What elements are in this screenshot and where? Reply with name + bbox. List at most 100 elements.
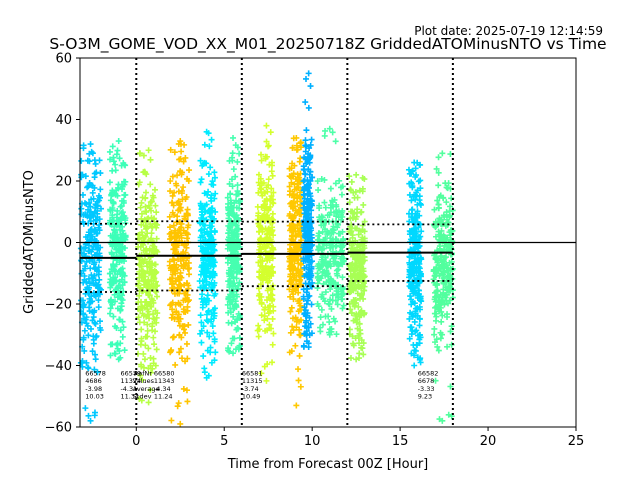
scatter-point: [207, 232, 214, 239]
scatter-point: [107, 232, 114, 239]
scatter-point: [305, 166, 312, 173]
scatter-point: [270, 232, 277, 239]
scatter-point: [90, 195, 97, 202]
scatter-point: [270, 330, 277, 337]
scatter-point: [351, 284, 358, 291]
scatter-point: [203, 201, 210, 208]
scatter-point: [202, 285, 209, 292]
scatter-point: [330, 315, 337, 322]
scatter-point: [327, 204, 334, 211]
stats-annotation-text: 4686: [85, 377, 102, 385]
scatter-point: [119, 244, 126, 251]
scatter-point: [333, 208, 340, 215]
scatter-point: [183, 340, 190, 347]
scatter-outlier: [203, 374, 210, 381]
scatter-point: [185, 282, 192, 289]
scatter-point: [350, 340, 357, 347]
scatter-point: [205, 308, 212, 315]
scatter-point: [261, 317, 268, 324]
scatter-point: [444, 311, 451, 318]
scatter-point: [150, 360, 157, 367]
scatter-point: [204, 292, 211, 299]
scatter-point: [109, 198, 116, 205]
scatter-point: [358, 266, 365, 273]
y-tick-label: 20: [55, 175, 72, 190]
scatter-point: [290, 173, 297, 180]
scatter-point: [352, 188, 359, 195]
scatter-point: [225, 319, 232, 326]
scatter-point: [209, 272, 216, 279]
scatter-point: [184, 398, 191, 405]
scatter-point: [333, 242, 340, 249]
scatter-point: [407, 268, 414, 275]
scatter-point: [338, 211, 345, 218]
scatter-point: [440, 194, 447, 201]
scatter-outlier: [145, 399, 152, 406]
scatter-point: [107, 207, 114, 214]
scatter-point: [321, 132, 328, 139]
scatter-point: [108, 249, 115, 256]
scatter-point: [111, 350, 118, 357]
scatter-point: [141, 256, 148, 263]
scatter-point: [257, 254, 264, 261]
scatter-point: [323, 279, 330, 286]
scatter-point: [296, 352, 303, 359]
scatter-outlier: [353, 171, 360, 178]
scatter-point: [231, 213, 238, 220]
scatter-point: [259, 226, 266, 233]
scatter-point: [91, 259, 98, 266]
scatter-point: [254, 203, 261, 210]
scatter-point: [175, 318, 182, 325]
scatter-point: [172, 361, 179, 368]
x-tick-label: 25: [568, 434, 585, 449]
stats-annotation-text: Values: [133, 377, 155, 385]
scatter-point: [86, 180, 93, 187]
scatter-point: [269, 315, 276, 322]
scatter-point: [82, 405, 89, 412]
chart-title: S-O3M_GOME_VOD_XX_M01_20250718Z GriddedA…: [49, 35, 606, 54]
scatter-point: [232, 221, 239, 228]
scatter-point: [153, 319, 160, 326]
scatter-point: [269, 210, 276, 217]
scatter-point: [106, 148, 113, 155]
scatter-point: [225, 347, 232, 354]
scatter-point: [346, 173, 353, 180]
scatter-point: [444, 243, 451, 250]
scatter-point: [78, 297, 85, 304]
scatter-point: [200, 353, 207, 360]
scatter-point: [348, 310, 355, 317]
scatter-point: [263, 153, 270, 160]
scatter-outlier: [411, 159, 418, 166]
scatter-point: [169, 281, 176, 288]
scatter-point: [226, 212, 233, 219]
scatter-point: [431, 325, 438, 332]
scatter-point: [257, 281, 264, 288]
scatter-point: [315, 261, 322, 268]
scatter-point: [296, 278, 303, 285]
scatter-point: [406, 191, 413, 198]
scatter-point: [346, 199, 353, 206]
scatter-point: [153, 346, 160, 353]
scatter-point: [302, 244, 309, 251]
scatter-point: [118, 186, 125, 193]
scatter-point: [433, 264, 440, 271]
scatter-point: [151, 316, 158, 323]
scatter-point: [171, 234, 178, 241]
scatter-point: [257, 243, 264, 250]
scatter-point: [266, 272, 273, 279]
scatter-point: [151, 186, 158, 193]
scatter-point: [166, 224, 173, 231]
scatter-point: [296, 331, 303, 338]
scatter-point: [82, 173, 89, 180]
scatter-point: [361, 242, 368, 249]
scatter-point: [292, 342, 299, 349]
scatter-point: [118, 223, 125, 230]
scatter-point: [169, 334, 176, 341]
scatter-point: [111, 226, 118, 233]
scatter-point: [117, 203, 124, 210]
scatter-point: [166, 258, 173, 265]
scatter-point: [435, 182, 442, 189]
scatter-point: [318, 306, 325, 313]
stats-annotation-text: 10.49: [242, 393, 261, 401]
